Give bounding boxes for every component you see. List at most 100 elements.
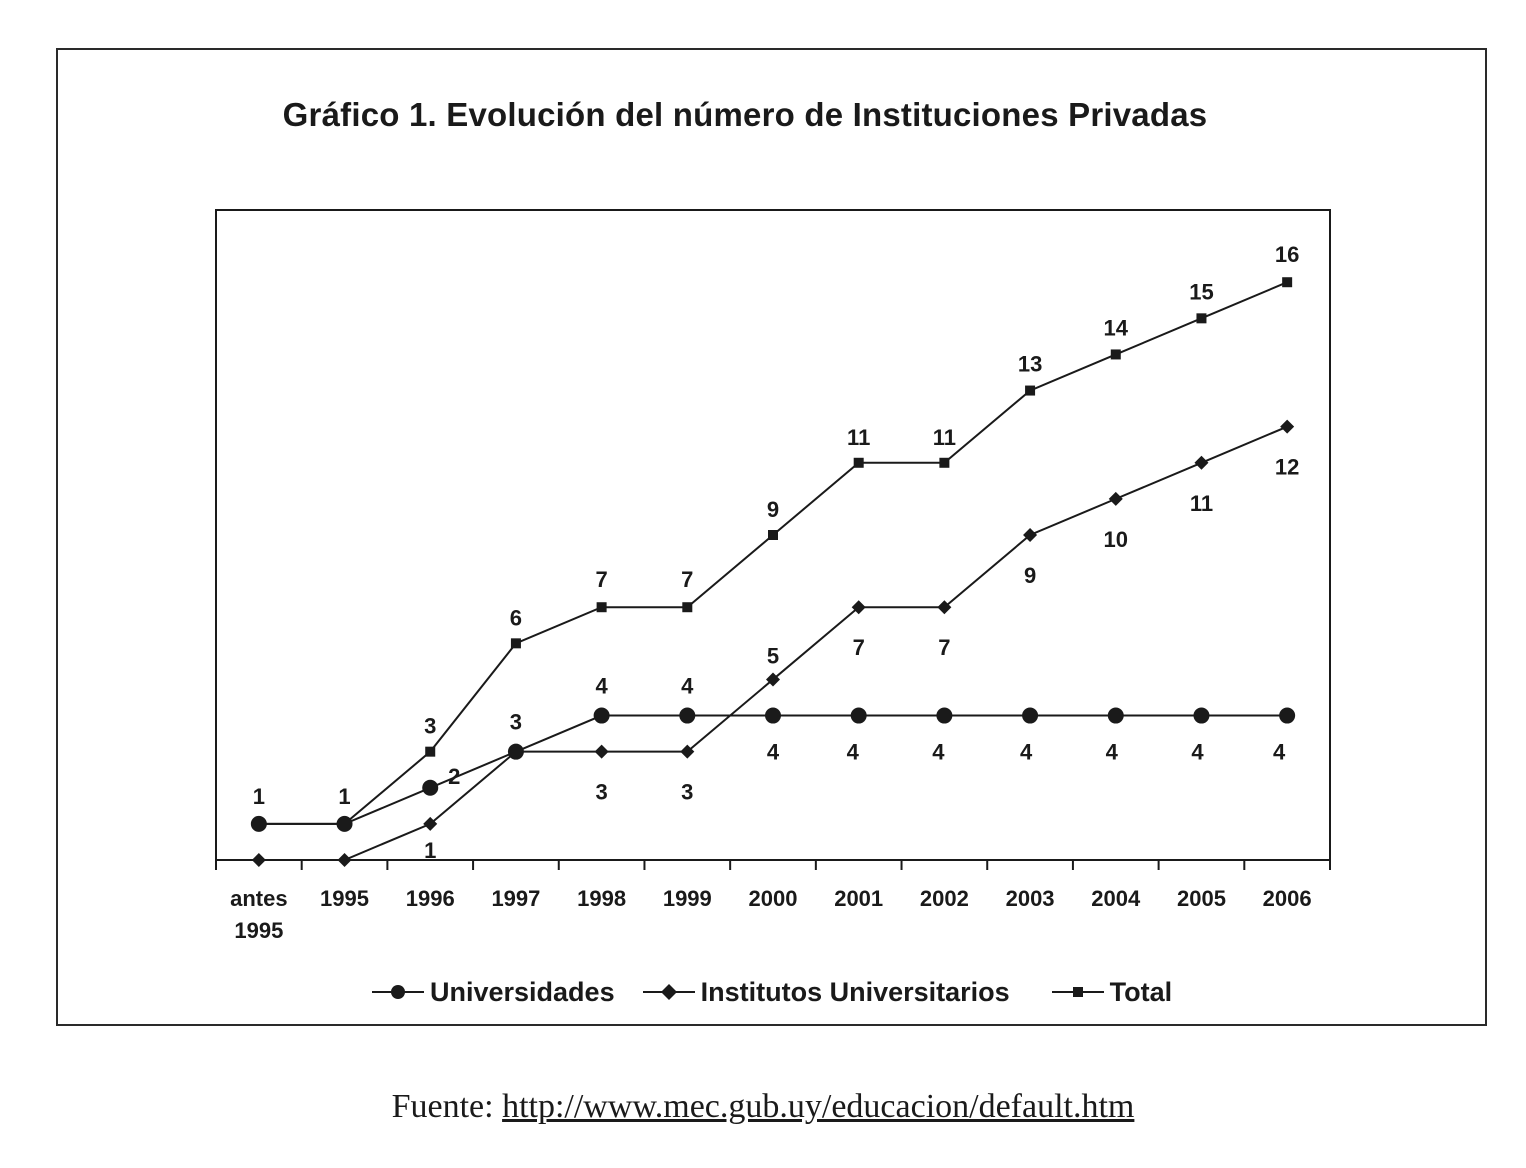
data-label: 12 — [1275, 455, 1299, 480]
point-institutos — [851, 600, 866, 615]
data-label: 14 — [1104, 315, 1129, 340]
diamond-marker-icon — [642, 984, 695, 1000]
data-label: 3 — [681, 780, 693, 805]
data-label: 4 — [1020, 740, 1033, 765]
legend-label-institutos: Institutos Universitarios — [700, 976, 1010, 1007]
point-total — [682, 602, 693, 613]
point-universidades — [1279, 707, 1296, 724]
square-marker-icon — [1051, 987, 1104, 997]
x-tick-label: 2002 — [920, 886, 969, 911]
legend-item-institutos: Institutos Universitarios — [641, 977, 1010, 1008]
data-label: 3 — [510, 710, 522, 735]
data-label: 4 — [1106, 740, 1119, 765]
point-universidades — [1022, 707, 1039, 724]
point-institutos — [1194, 455, 1209, 470]
series-line-0 — [258, 714, 1288, 825]
plot-border — [215, 209, 1331, 861]
point-total — [768, 530, 778, 540]
data-label: 3 — [424, 714, 436, 739]
point-institutos — [508, 744, 523, 759]
x-tick-label: 1998 — [577, 886, 626, 911]
x-tick-label: 1999 — [663, 886, 712, 911]
x-tick-label: 1997 — [491, 886, 540, 911]
data-label: 9 — [767, 497, 779, 522]
legend-label-total: Total — [1109, 976, 1173, 1007]
x-tick-label: 2001 — [834, 886, 883, 911]
data-label: 10 — [1104, 527, 1128, 552]
data-label: 4 — [932, 740, 945, 765]
point-total — [339, 818, 350, 829]
data-label: 3 — [595, 780, 607, 805]
source-note: Fuente: http://www.mec.gub.uy/educacion/… — [0, 1088, 1526, 1126]
x-tick-label: 2005 — [1177, 886, 1226, 911]
point-universidades — [593, 707, 610, 724]
point-universidades — [765, 707, 781, 724]
x-tick-label: 2000 — [749, 886, 798, 911]
legend-item-universidades: Universidades — [370, 977, 615, 1008]
point-total — [1196, 313, 1207, 324]
point-universidades — [850, 707, 867, 724]
point-institutos — [1280, 419, 1295, 434]
point-total — [1282, 277, 1293, 288]
data-label: 4 — [767, 740, 780, 765]
data-label: 4 — [1191, 740, 1204, 765]
data-label: 4 — [595, 674, 608, 699]
x-tick-label: 2004 — [1091, 886, 1141, 911]
data-label: 7 — [938, 635, 950, 660]
point-institutos — [1108, 491, 1123, 506]
data-label: 4 — [1273, 740, 1286, 765]
point-universidades — [936, 707, 953, 724]
circle-marker-icon — [372, 985, 424, 999]
x-tick-label: 1996 — [406, 886, 455, 911]
source-prefix: Fuente: — [391, 1088, 503, 1125]
point-total — [425, 746, 436, 757]
data-label: 5 — [767, 643, 779, 668]
point-institutos — [337, 853, 352, 867]
point-total — [596, 602, 607, 613]
point-total — [510, 638, 521, 649]
point-total — [939, 457, 950, 468]
point-total — [853, 457, 864, 468]
legend-label-universidades: Universidades — [430, 976, 615, 1007]
data-label: 4 — [681, 674, 694, 699]
point-institutos — [594, 744, 609, 759]
point-universidades — [1107, 707, 1124, 724]
x-tick-label: 1995 — [320, 886, 369, 911]
data-label: 11 — [847, 425, 870, 450]
chart-title: Gráfico 1. Evolución del número de Insti… — [282, 96, 1208, 133]
point-universidades — [679, 707, 696, 724]
point-institutos — [937, 600, 952, 615]
data-label: 1 — [253, 784, 265, 809]
point-universidades — [422, 779, 439, 796]
point-total — [1025, 385, 1036, 396]
point-institutos — [1023, 528, 1038, 542]
data-label: 16 — [1275, 242, 1299, 267]
data-label: 4 — [847, 740, 860, 765]
x-tick-label: antes 1995 — [230, 886, 287, 943]
point-institutos — [251, 853, 266, 867]
data-label: 7 — [853, 635, 865, 660]
source-link[interactable]: http://www.mec.gub.uy/educacion/default.… — [502, 1088, 1135, 1125]
point-institutos — [423, 816, 438, 831]
point-institutos — [680, 744, 695, 759]
point-total — [1110, 349, 1121, 360]
data-label: 11 — [933, 425, 956, 450]
data-label: 15 — [1189, 279, 1213, 304]
data-label: 13 — [1018, 352, 1042, 377]
data-label: 1 — [424, 838, 436, 863]
point-institutos — [766, 672, 780, 687]
data-label: 6 — [510, 605, 522, 630]
data-label: 7 — [595, 567, 607, 592]
data-label: 9 — [1024, 563, 1036, 588]
data-label: 1 — [338, 784, 350, 809]
legend: Universidades Institutos Universitarios … — [370, 972, 1198, 1012]
data-label: 2 — [448, 764, 460, 789]
data-label: 11 — [1190, 491, 1213, 516]
x-tick-label: 2006 — [1263, 886, 1312, 911]
point-universidades — [1193, 707, 1210, 724]
x-tick-label: 2003 — [1006, 886, 1055, 911]
point-total — [253, 818, 264, 829]
data-label: 7 — [681, 567, 693, 592]
